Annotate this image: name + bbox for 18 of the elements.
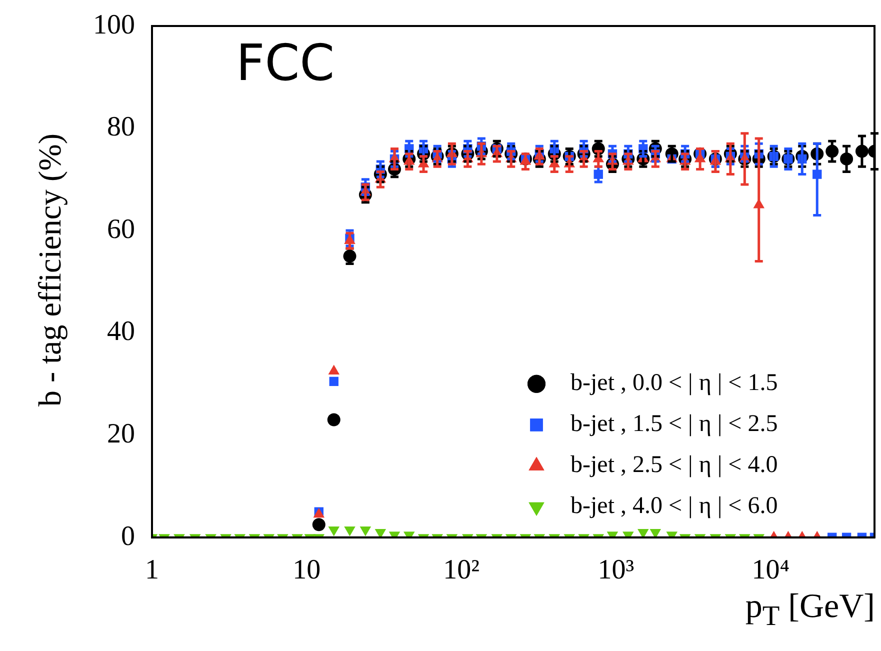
y-axis-title: b - tag efficiency (%): [32, 133, 68, 407]
y-tick-label: 100: [93, 9, 135, 40]
legend-label: b-jet , 2.5 < | η | < 4.0: [570, 452, 778, 478]
y-tick-label: 20: [107, 418, 135, 450]
legend-label: b-jet , 1.5 < | η | < 2.5: [570, 411, 778, 438]
y-tick-label: 60: [107, 214, 135, 245]
x-tick-label: 10: [292, 554, 321, 586]
x-tick-label: 10²: [443, 554, 480, 586]
x-tick-label: 1: [145, 554, 159, 586]
x-tick-label: 10³: [598, 554, 634, 586]
y-tick-label: 40: [107, 316, 135, 348]
legend-label: b-jet , 4.0 < | η | < 6.0: [570, 493, 778, 520]
annotation: FCC: [236, 34, 335, 92]
y-tick-label: 80: [107, 112, 135, 143]
y-tick-label: 0: [121, 520, 135, 552]
x-axis-title: p$_{T}$ [GeV]: [745, 588, 875, 633]
legend-label: b-jet , 0.0 < | η | < 1.5: [570, 370, 778, 396]
x-tick-label: 10⁴: [752, 554, 790, 586]
